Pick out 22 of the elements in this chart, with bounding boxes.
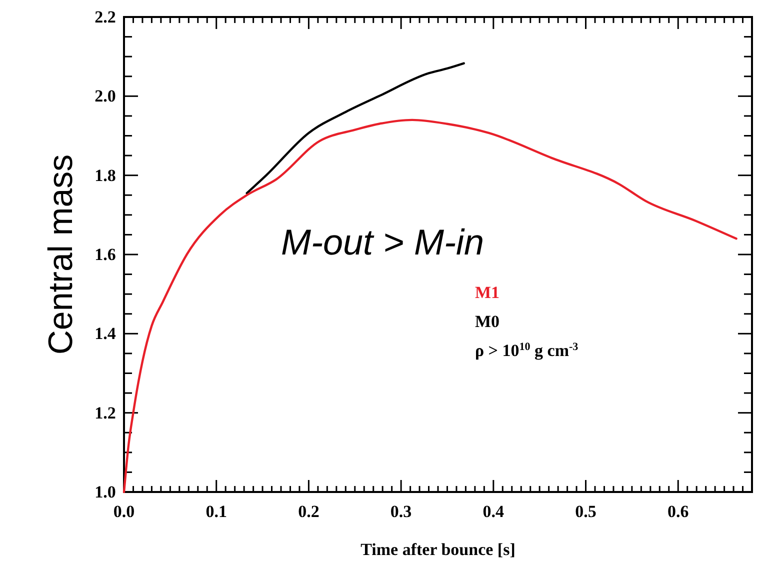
text: M0 (474, 312, 500, 332)
y-tick-label: 1.6 (94, 244, 116, 264)
y-tick-label: 1.4 (94, 324, 116, 344)
annotation: ρ > 10$^{10}$ g cm$^{-3}$ (474, 341, 579, 360)
line-series (246, 62, 465, 194)
y-axis-title: Central mass (42, 154, 80, 355)
y-tick-label: 2.2 (94, 7, 116, 26)
annotation: M-out > M-in (281, 222, 484, 262)
x-tick-label: 0.2 (298, 502, 320, 522)
x-tick-label: 0.3 (390, 502, 412, 522)
y-tick-label: 1.0 (94, 482, 116, 502)
x-axis-title: Time after bounce [s] (360, 540, 516, 559)
x-tick-label: 0.0 (113, 502, 135, 522)
line-series (122, 118, 738, 494)
y-tick-label: 2.0 (94, 86, 116, 106)
y-tick-label: 1.2 (94, 403, 116, 422)
y-tick-label: 1.8 (94, 166, 116, 185)
x-tick-label: 0.1 (206, 502, 227, 522)
x-tick-label: 0.6 (667, 502, 689, 522)
text: M1 (474, 283, 500, 302)
x-tick-label: 0.5 (575, 502, 596, 522)
x-tick-label: 0.4 (482, 502, 505, 522)
